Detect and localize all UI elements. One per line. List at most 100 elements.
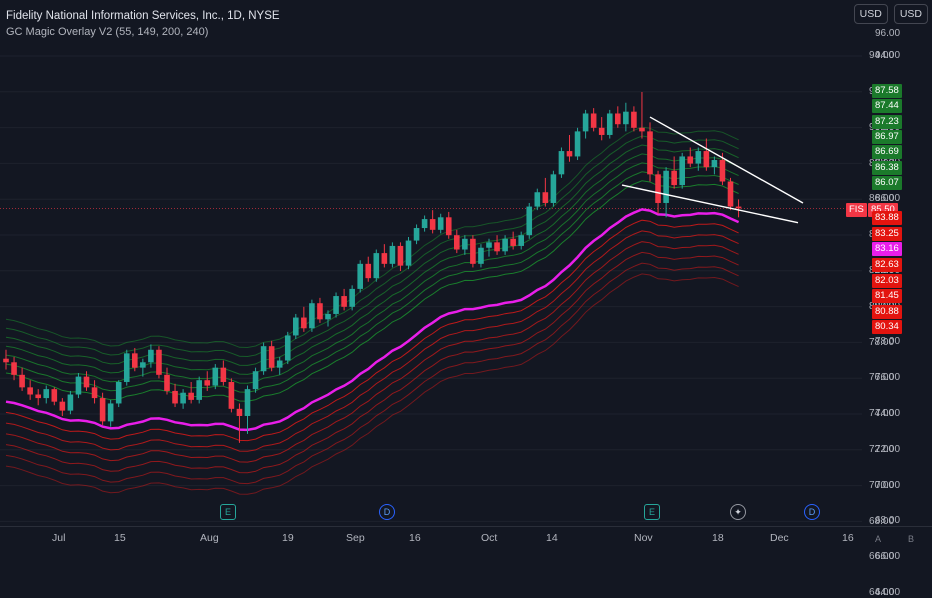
candle-body (405, 240, 412, 266)
candle-body (574, 131, 581, 157)
time-tick: Dec (770, 532, 789, 544)
price-tick-right: 76.00 (875, 372, 901, 384)
price-tick-right: 68.00 (875, 515, 901, 527)
ribbon-label-red: 81.45 (872, 289, 902, 303)
time-tick: 16 (842, 532, 854, 544)
price-tick-right: 78.00 (875, 336, 901, 348)
candle-body (333, 296, 339, 314)
candle-body (526, 206, 533, 236)
indicator-legend[interactable]: GC Magic Overlay V2 (55, 149, 200, 240) (6, 26, 209, 38)
candle-body (268, 346, 275, 368)
earnings-icon[interactable]: E (220, 504, 236, 520)
candle-body (309, 303, 315, 329)
price-tick-left: 86.00 (869, 193, 895, 205)
candle-body (236, 408, 243, 416)
candle-body (631, 111, 637, 128)
candle-body (188, 392, 194, 400)
candle-body (284, 335, 291, 361)
price-tick-left: 70.00 (869, 479, 895, 491)
price-tick-right: 96.00 (875, 28, 901, 39)
candle-body (735, 206, 742, 209)
candle-body (220, 367, 227, 382)
ribbon-red-line (5, 219, 739, 442)
price-tick-right: 72.00 (875, 443, 901, 455)
candle-body (550, 174, 557, 203)
candle-body (212, 367, 219, 386)
ribbon-label-magenta: 83.16 (872, 242, 902, 256)
candle-body (695, 151, 702, 164)
candle-body (429, 219, 436, 230)
price-tick-left: 94.00 (869, 50, 895, 62)
time-tick: Sep (346, 532, 365, 544)
currency-button-1[interactable]: USD (853, 4, 888, 24)
candle-body (43, 389, 50, 399)
ribbon-label-red: 83.88 (872, 211, 902, 225)
log-scale-button[interactable]: B (908, 534, 915, 544)
time-tick: 19 (282, 532, 294, 544)
candle-body (140, 362, 146, 368)
time-tick: Jul (52, 532, 66, 544)
candle-body (510, 238, 516, 246)
price-tick-left: 74.00 (869, 408, 895, 420)
price-tick-right: 74.00 (875, 408, 901, 419)
candle-body (301, 317, 307, 329)
candle-body (566, 151, 573, 157)
candle-body (671, 170, 677, 186)
candle-body (196, 380, 202, 400)
candle-body (711, 160, 718, 168)
ribbon-label-red: 82.63 (872, 258, 902, 272)
candle-body (156, 349, 162, 375)
candle-body (19, 374, 25, 388)
candle-body (349, 288, 355, 307)
price-tick-left: 72.00 (869, 444, 895, 455)
candle-body (486, 242, 492, 248)
candle-body (703, 151, 710, 168)
candle-body (454, 235, 460, 250)
dividend-icon[interactable]: D (379, 504, 395, 520)
candle-body (51, 389, 58, 402)
candle-body (687, 156, 694, 164)
candle-body (172, 390, 178, 404)
currency-button-2[interactable]: USD (893, 4, 928, 24)
candle-body (317, 303, 323, 320)
ribbon-red-line (5, 262, 739, 485)
candle-body (75, 376, 82, 395)
candle-body (470, 238, 476, 264)
price-chart[interactable] (0, 0, 862, 594)
candle-body (27, 387, 33, 395)
ribbon-label-red: 80.34 (872, 320, 902, 334)
candle-body (389, 245, 396, 264)
candle-body (11, 362, 17, 375)
candle-body (276, 360, 283, 368)
candle-body (518, 235, 524, 246)
ribbon-green-line (5, 171, 739, 393)
candle-body (164, 374, 170, 391)
grid-lines (0, 55, 862, 594)
candle-body (655, 174, 661, 203)
candle-body (727, 181, 734, 207)
candle-body (91, 387, 98, 399)
trendlines[interactable] (621, 116, 804, 224)
ribbon-label-red: 82.03 (872, 274, 902, 288)
earnings-icon[interactable]: E (644, 504, 660, 520)
candle-body (252, 371, 259, 390)
candle-body (365, 263, 372, 279)
candle-body (413, 228, 420, 241)
auto-scale-button[interactable]: A (875, 534, 882, 544)
candle-body (598, 127, 605, 135)
price-tick-left: 68.00 (869, 515, 895, 527)
candle-body (623, 111, 629, 125)
split-icon[interactable]: ✦ (730, 504, 746, 520)
ribbon-label-green: 86.38 (872, 160, 902, 175)
candle-body (445, 217, 452, 236)
chart-area[interactable] (0, 0, 862, 594)
trendline-upper (649, 116, 804, 204)
ribbon-red-line (5, 241, 739, 463)
candle-body (679, 156, 685, 186)
time-axis[interactable] (0, 526, 932, 551)
ribbon-red-line (5, 230, 739, 452)
dividend-icon[interactable]: D (804, 504, 820, 520)
candlesticks (3, 92, 742, 443)
candle-body (373, 253, 380, 279)
chart-title: Fidelity National Information Services, … (6, 10, 280, 22)
